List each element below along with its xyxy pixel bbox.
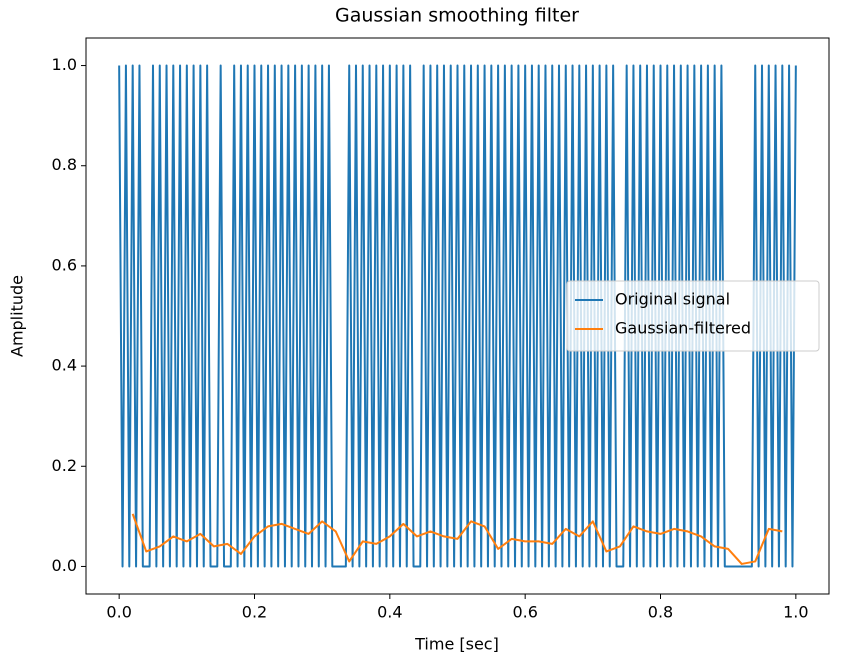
x-tick-label: 0.4 [377, 603, 402, 622]
y-tick-label: 0.2 [52, 456, 77, 475]
x-tick-label: 0.6 [512, 603, 537, 622]
x-tick-label: 0.2 [242, 603, 267, 622]
x-axis-label: Time [sec] [414, 635, 499, 654]
plot-frame [85, 37, 830, 595]
legend-label: Original signal [615, 290, 730, 309]
y-tick-label: 1.0 [52, 55, 77, 74]
chart-title: Gaussian smoothing filter [335, 5, 579, 27]
y-axis-label: Amplitude [8, 275, 27, 357]
y-tick-label: 0.8 [52, 155, 77, 174]
legend-label: Gaussian-filtered [615, 319, 751, 338]
x-tick-label: 0.8 [648, 603, 673, 622]
x-tick-label: 0.0 [106, 603, 131, 622]
series-line [131, 513, 783, 565]
y-tick-label: 0.0 [52, 556, 77, 575]
x-tick-label: 1.0 [783, 603, 808, 622]
series-line [118, 64, 797, 568]
legend-box [566, 280, 820, 352]
y-tick-label: 0.4 [52, 356, 77, 375]
y-tick-label: 0.6 [52, 255, 77, 274]
